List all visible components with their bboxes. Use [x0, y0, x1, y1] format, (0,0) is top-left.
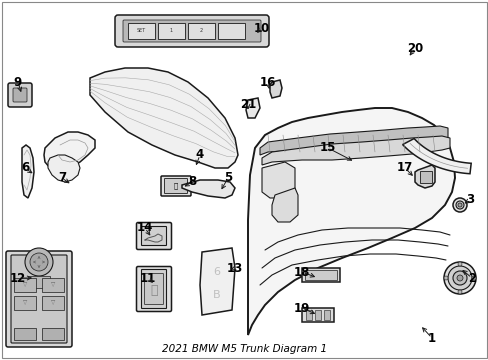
Circle shape	[443, 276, 447, 280]
Circle shape	[471, 276, 475, 280]
Bar	[158, 23, 184, 39]
Polygon shape	[262, 136, 449, 165]
Text: 16: 16	[259, 76, 276, 89]
Text: 1: 1	[427, 332, 435, 345]
Polygon shape	[260, 126, 447, 155]
Bar	[14, 328, 36, 340]
Bar	[187, 23, 215, 39]
Text: 12: 12	[10, 271, 26, 284]
FancyBboxPatch shape	[115, 15, 268, 47]
FancyBboxPatch shape	[141, 226, 166, 246]
Text: 20: 20	[406, 41, 422, 54]
Bar	[14, 278, 36, 292]
Polygon shape	[182, 180, 235, 198]
Bar	[305, 270, 336, 280]
Text: 1: 1	[170, 28, 173, 33]
Text: 2: 2	[467, 271, 475, 284]
Text: 13: 13	[226, 261, 243, 274]
Text: ▽: ▽	[23, 283, 27, 288]
FancyBboxPatch shape	[11, 255, 67, 343]
Text: 15: 15	[319, 141, 336, 154]
Circle shape	[30, 253, 48, 271]
Polygon shape	[402, 139, 470, 174]
Text: SET: SET	[137, 28, 146, 33]
Polygon shape	[271, 188, 297, 222]
Polygon shape	[48, 155, 80, 182]
Bar	[42, 296, 64, 310]
Polygon shape	[200, 248, 235, 315]
Circle shape	[457, 203, 461, 207]
Bar	[324, 310, 329, 320]
Polygon shape	[414, 165, 434, 188]
Polygon shape	[22, 145, 34, 198]
Circle shape	[455, 201, 463, 209]
Bar	[302, 308, 333, 322]
FancyBboxPatch shape	[136, 222, 171, 249]
FancyBboxPatch shape	[164, 179, 187, 193]
FancyBboxPatch shape	[13, 88, 27, 102]
Text: 7: 7	[58, 171, 66, 184]
Polygon shape	[90, 68, 238, 168]
Text: 17: 17	[396, 162, 412, 175]
Circle shape	[452, 198, 466, 212]
Bar	[419, 171, 431, 183]
Text: 9: 9	[14, 76, 22, 89]
Text: 10: 10	[253, 22, 269, 35]
Polygon shape	[245, 98, 260, 118]
Text: B: B	[213, 290, 221, 300]
FancyBboxPatch shape	[141, 270, 166, 309]
Text: 4: 4	[196, 148, 203, 162]
FancyBboxPatch shape	[123, 20, 261, 42]
FancyBboxPatch shape	[144, 274, 163, 305]
Polygon shape	[247, 108, 454, 335]
FancyBboxPatch shape	[6, 251, 72, 347]
Text: 6: 6	[21, 162, 29, 175]
Text: 8: 8	[187, 175, 196, 189]
Circle shape	[447, 266, 471, 290]
Text: 18: 18	[293, 265, 309, 279]
Circle shape	[457, 262, 461, 266]
Text: 2: 2	[200, 28, 203, 33]
Text: 11: 11	[140, 271, 156, 284]
Text: 5: 5	[224, 171, 232, 184]
Text: 2021 BMW M5 Trunk Diagram 1: 2021 BMW M5 Trunk Diagram 1	[162, 344, 326, 354]
Text: 6: 6	[213, 267, 220, 277]
Bar	[28, 276, 50, 288]
Bar	[218, 23, 244, 39]
Text: 14: 14	[137, 221, 153, 234]
Text: ▽: ▽	[23, 301, 27, 306]
Bar	[128, 23, 155, 39]
Text: 3: 3	[465, 193, 473, 207]
Circle shape	[25, 248, 53, 276]
Circle shape	[457, 290, 461, 294]
Text: ⬜: ⬜	[150, 284, 158, 297]
Bar	[42, 278, 64, 292]
Text: ▽: ▽	[51, 283, 55, 288]
FancyBboxPatch shape	[8, 83, 32, 107]
Bar	[314, 310, 320, 320]
Bar	[42, 328, 64, 340]
Bar	[14, 296, 36, 310]
Circle shape	[456, 275, 462, 281]
Polygon shape	[44, 132, 95, 170]
Bar	[302, 268, 339, 282]
Polygon shape	[269, 80, 282, 98]
Circle shape	[443, 262, 475, 294]
Bar	[305, 310, 311, 320]
Polygon shape	[262, 162, 294, 198]
Text: ▽: ▽	[51, 301, 55, 306]
FancyBboxPatch shape	[136, 266, 171, 311]
Circle shape	[452, 271, 466, 285]
Text: 🚗: 🚗	[174, 183, 178, 189]
FancyBboxPatch shape	[161, 176, 191, 196]
Text: 19: 19	[293, 301, 309, 315]
Text: 21: 21	[240, 99, 256, 112]
